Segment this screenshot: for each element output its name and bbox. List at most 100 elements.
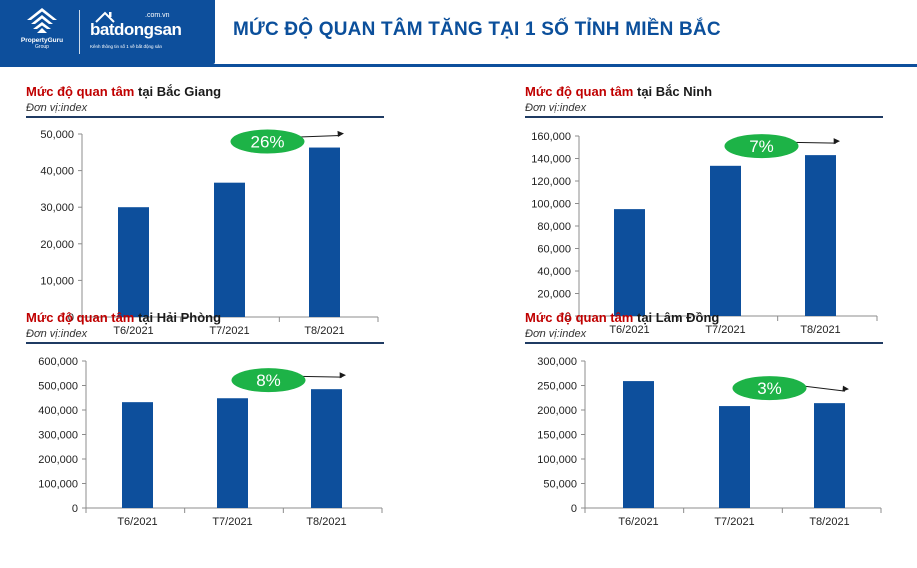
growth-label: 7%	[749, 137, 774, 156]
batdongsan-domain: .com.vn	[145, 12, 170, 19]
y-tick-label: 40,000	[537, 266, 571, 278]
chart-title-rule	[525, 116, 883, 118]
y-tick-label: 250,000	[537, 381, 577, 393]
batdongsan-tagline: Kênh thông tin số 1 về bất động sản	[90, 44, 163, 49]
bar	[118, 207, 149, 317]
bar	[309, 147, 340, 317]
x-tick-label: T7/2021	[212, 516, 252, 528]
y-tick-label: 50,000	[40, 129, 74, 141]
growth-badge	[732, 376, 807, 401]
x-tick-label: T7/2021	[705, 324, 745, 336]
page-title: MỨC ĐỘ QUAN TÂM TĂNG TẠI 1 SỐ TỈNH MIỀN …	[233, 19, 721, 40]
x-tick-label: T8/2021	[304, 325, 344, 337]
header-underline	[0, 64, 917, 67]
chart-hai-phong: 0 100,000 200,000 300,000 400,000 500,000 600,…	[38, 356, 383, 528]
y-tick-label: 100,000	[531, 199, 571, 211]
y-tick-label: 140,000	[531, 154, 571, 166]
bar	[311, 389, 342, 508]
y-tick-label: 30,000	[40, 202, 74, 214]
growth-label: 3%	[757, 379, 782, 398]
bar	[805, 155, 836, 316]
x-tick-label: T8/2021	[800, 324, 840, 336]
y-tick-label: 60,000	[537, 244, 571, 256]
y-tick-label: 400,000	[38, 405, 78, 417]
bar	[614, 209, 645, 316]
chart-unit: Đơn vị:index	[26, 102, 88, 114]
y-tick-label: 600,000	[38, 356, 78, 368]
logo-divider	[79, 10, 80, 54]
propertyguru-logo: PropertyGuru Group	[10, 6, 74, 62]
batdongsan-name: batdongsan	[90, 20, 182, 39]
header: PropertyGuru Group .com.vn batdongsan Kê…	[0, 0, 917, 70]
x-tick-label: T8/2021	[809, 516, 849, 528]
growth-arrow-head	[833, 138, 840, 145]
batdongsan-logo: .com.vn batdongsan Kênh thông tin số 1 v…	[86, 10, 211, 56]
y-tick-label: 20,000	[537, 289, 571, 301]
y-tick-label: 100,000	[537, 454, 577, 466]
y-tick-label: 300,000	[38, 430, 78, 442]
x-tick-label: T6/2021	[113, 325, 153, 337]
batdongsan-roof-icon	[95, 11, 115, 23]
y-tick-label: 200,000	[38, 454, 78, 466]
chart-title-rule	[525, 342, 883, 344]
chart-title-highlight: Mức độ quan tâm	[525, 84, 634, 99]
growth-arrow-head	[337, 130, 344, 138]
propertyguru-house-icon	[27, 8, 57, 33]
chart-title: Mức độ quan tâm tại Lâm Đồng	[525, 310, 719, 325]
growth-arrow-head	[842, 385, 849, 392]
x-tick-label: T7/2021	[209, 325, 249, 337]
growth-badge	[724, 134, 799, 159]
growth-badge	[231, 368, 306, 393]
chart-title: Mức độ quan tâm tại Bắc Ninh	[525, 84, 712, 99]
y-tick-label: 0	[565, 311, 571, 323]
chart-bac-ninh: 0 20,000 40,000 60,000 80,000 100,000 120,000 1…	[531, 131, 878, 336]
y-tick-label: 40,000	[40, 166, 74, 178]
chart-unit: Đơn vị:index	[525, 328, 587, 340]
bar	[623, 381, 654, 508]
chart-title: Mức độ quan tâm tại Bắc Giang	[26, 84, 221, 99]
y-tick-label: 500,000	[38, 381, 78, 393]
chart-title-rule	[26, 342, 384, 344]
bar	[814, 403, 845, 508]
y-tick-label: 0	[72, 503, 78, 515]
bar	[217, 398, 248, 508]
y-tick-label: 50,000	[543, 479, 577, 491]
growth-badge	[230, 129, 305, 154]
chart-title-highlight: Mức độ quan tâm	[26, 84, 135, 99]
y-tick-label: 80,000	[537, 221, 571, 233]
logo-banner: PropertyGuru Group .com.vn batdongsan Kê…	[0, 0, 215, 64]
y-tick-label: 10,000	[40, 275, 74, 287]
chart-title-place: tại Bắc Giang	[138, 84, 222, 99]
bar	[122, 402, 153, 508]
chart-title-place: tại Lâm Đồng	[637, 310, 720, 325]
chart-title-rule	[26, 116, 384, 118]
y-tick-label: 0	[68, 312, 74, 324]
chart-title-place: tại Hải Phòng	[138, 310, 222, 325]
x-tick-label: T6/2021	[117, 516, 157, 528]
x-tick-label: T6/2021	[609, 324, 649, 336]
chart-title-highlight: Mức độ quan tâm	[26, 310, 135, 325]
chart-unit: Đơn vị:index	[525, 102, 587, 114]
y-tick-label: 160,000	[531, 131, 571, 143]
y-tick-label: 200,000	[537, 405, 577, 417]
chart-bac-giang: 0 10,000 20,000 30,000 40,000 50,000 T6/2021 T7…	[40, 129, 379, 337]
x-tick-label: T6/2021	[618, 516, 658, 528]
growth-arrow-head	[339, 372, 346, 379]
chart-lam-dong: 0 50,000 100,000 150,000 200,000 250,000 300,0…	[537, 356, 882, 528]
y-tick-label: 0	[571, 503, 577, 515]
y-tick-label: 120,000	[531, 176, 571, 188]
propertyguru-sub: Group	[35, 44, 49, 50]
chart-title: Mức độ quan tâm tại Hải Phòng	[26, 310, 221, 325]
y-tick-label: 100,000	[38, 479, 78, 491]
y-tick-label: 20,000	[40, 239, 74, 251]
bar	[710, 165, 741, 316]
x-tick-label: T7/2021	[714, 516, 754, 528]
bar	[719, 406, 750, 508]
growth-label: 26%	[250, 133, 284, 152]
growth-label: 8%	[256, 371, 281, 390]
propertyguru-name: PropertyGuru	[20, 37, 64, 44]
y-tick-label: 150,000	[537, 430, 577, 442]
x-tick-label: T8/2021	[306, 516, 346, 528]
chart-unit: Đơn vị:index	[26, 328, 88, 340]
chart-title-highlight: Mức độ quan tâm	[525, 310, 634, 325]
